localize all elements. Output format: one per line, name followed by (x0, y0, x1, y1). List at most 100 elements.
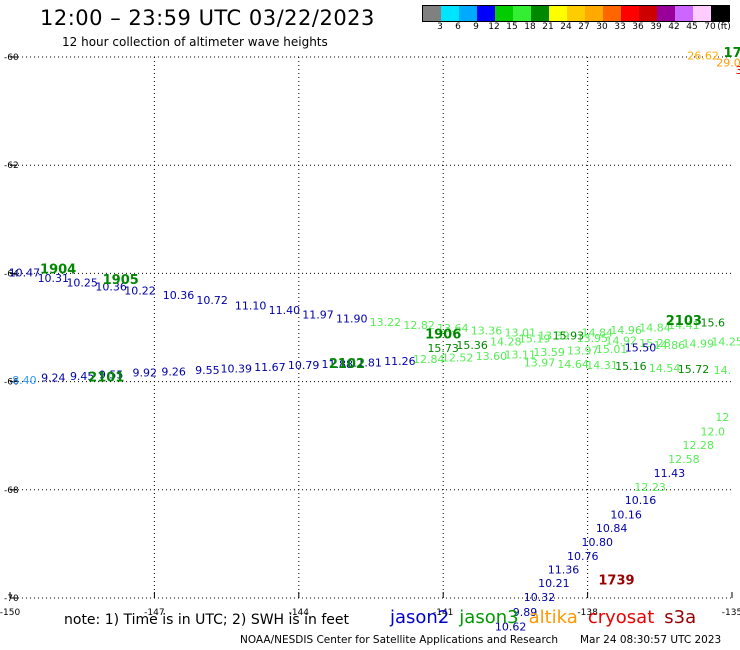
wave-height-label: 9.24 (41, 372, 66, 385)
color-scale-bar (422, 5, 730, 22)
wave-height-label: 8.40 (12, 374, 37, 387)
color-scale-label: 18 (524, 22, 536, 32)
color-scale-label: 12 (488, 22, 500, 32)
wave-height-label: 11.88 (322, 358, 354, 371)
wave-height-label: 12.82 (403, 319, 435, 332)
wave-height-label: 10.36 (163, 289, 195, 302)
color-swatch (567, 6, 585, 21)
color-swatch (495, 6, 513, 21)
wave-height-label: 12 (715, 411, 729, 424)
wave-height-label: 11.10 (235, 300, 267, 313)
wave-height-label: 14. (714, 364, 732, 377)
wave-height-label: 13.36 (471, 325, 503, 338)
wave-height-label: 12.52 (442, 352, 474, 365)
wave-height-label: 10.47 (9, 267, 41, 280)
wave-height-label: 11.36 (548, 564, 580, 577)
wave-height-label: 13.59 (533, 346, 565, 359)
wave-height-label: 10.80 (581, 536, 613, 549)
wave-height-label: 15.72 (678, 363, 710, 376)
color-swatch (513, 6, 531, 21)
color-scale-label: 42 (668, 22, 680, 32)
y-tick-label: -70 (4, 594, 19, 604)
color-swatch (477, 6, 495, 21)
y-tick-label: -68 (4, 486, 19, 496)
color-scale-label: 6 (455, 22, 461, 32)
wave-height-label: 10.16 (625, 494, 657, 507)
color-swatch (531, 6, 549, 21)
color-scale-labels: 3 6 9 12 15 18 21 24 27 30 33 36 39 42 45 70 (ft) (422, 22, 732, 34)
legend-jason2: jason2 (390, 607, 450, 628)
wave-height-label: 14.25 (711, 335, 740, 348)
y-tick-label: -66 (4, 378, 19, 388)
wave-height-label: 15.36 (456, 339, 488, 352)
legend-cryosat: cryosat (587, 607, 655, 628)
wave-height-label: 32.32 (736, 64, 740, 77)
wave-height-label: 10.76 (567, 550, 599, 563)
wave-height-label: 13.97 (524, 356, 556, 369)
wave-height-label: 15.93 (553, 329, 585, 342)
color-scale-label: 27 (578, 22, 590, 32)
wave-height-label: 9.26 (161, 366, 186, 379)
wave-height-label: 11.26 (384, 355, 416, 368)
wave-height-label: 12.58 (668, 453, 700, 466)
wave-height-label: 10.31 (38, 272, 70, 285)
wave-height-label: 10.25 (66, 276, 98, 289)
wave-height-label: 14.41 (668, 319, 700, 332)
pass-time-label: 2102 (329, 357, 365, 372)
color-swatch (549, 6, 567, 21)
color-swatch (711, 6, 729, 21)
color-scale-label: 33 (614, 22, 626, 32)
wave-height-label: 11.81 (350, 356, 382, 369)
wave-height-label: 15.19 (519, 333, 551, 346)
wave-height-label: 13.11 (504, 348, 536, 361)
color-scale-label: 36 (632, 22, 644, 32)
wave-height-label: 14.86 (654, 339, 686, 352)
wave-height-label: 13.22 (370, 316, 402, 329)
y-tick-label: -62 (4, 161, 19, 171)
wave-height-label: 14.84 (581, 327, 613, 340)
color-swatch (585, 6, 603, 21)
color-swatch (657, 6, 675, 21)
wave-height-label: 13.97 (567, 345, 599, 358)
wave-height-label: 11.43 (654, 467, 686, 480)
x-tick-label: -150 (0, 608, 20, 618)
color-swatch (639, 6, 657, 21)
color-swatch (675, 6, 693, 21)
wave-height-label: 10.32 (524, 591, 556, 604)
color-scale-label: 9 (473, 22, 479, 32)
wave-height-label: 10.22 (124, 284, 156, 297)
wave-height-label: 12.28 (683, 439, 715, 452)
wave-height-label: 13.39 (538, 329, 570, 342)
x-tick-label: -135 (722, 608, 740, 618)
color-swatch (621, 6, 639, 21)
wave-height-label: 13.01 (504, 327, 536, 340)
wave-height-label: 10.62 (495, 620, 527, 633)
wave-height-label: 11.90 (336, 313, 368, 326)
color-scale-label: 45 (686, 22, 698, 32)
color-swatch (603, 6, 621, 21)
wave-height-label: 14.54 (649, 362, 681, 375)
pass-time-label: 1709 (724, 46, 740, 61)
wave-height-label: 15.16 (615, 360, 647, 373)
color-swatch (693, 6, 711, 21)
wave-height-label: 9.55 (99, 368, 124, 381)
wave-height-label: 10.72 (196, 294, 228, 307)
color-swatch (423, 6, 441, 21)
color-swatch (459, 6, 477, 21)
x-tick-label: -138 (577, 608, 598, 618)
satellite-legend: jason2 jason3 altika cryosat s3a (390, 607, 706, 628)
wave-height-label: 14.96 (610, 324, 642, 337)
color-scale-label: 70 (704, 22, 716, 32)
wave-height-label: 9.45 (70, 370, 95, 383)
pass-time-label: 1904 (40, 262, 76, 277)
color-scale-label: 21 (542, 22, 554, 32)
wave-height-label: 9.55 (195, 364, 220, 377)
color-scale-label: 3 (437, 22, 443, 32)
wave-height-label: 14.31 (586, 359, 618, 372)
chart-subtitle: 12 hour collection of altimeter wave hei… (62, 35, 328, 49)
note-text: note: 1) Time is in UTC; 2) SWH is in fe… (64, 612, 350, 628)
wave-height-label: 15.6 (700, 316, 725, 329)
color-scale-label: 24 (560, 22, 572, 32)
color-scale-label: 39 (650, 22, 662, 32)
